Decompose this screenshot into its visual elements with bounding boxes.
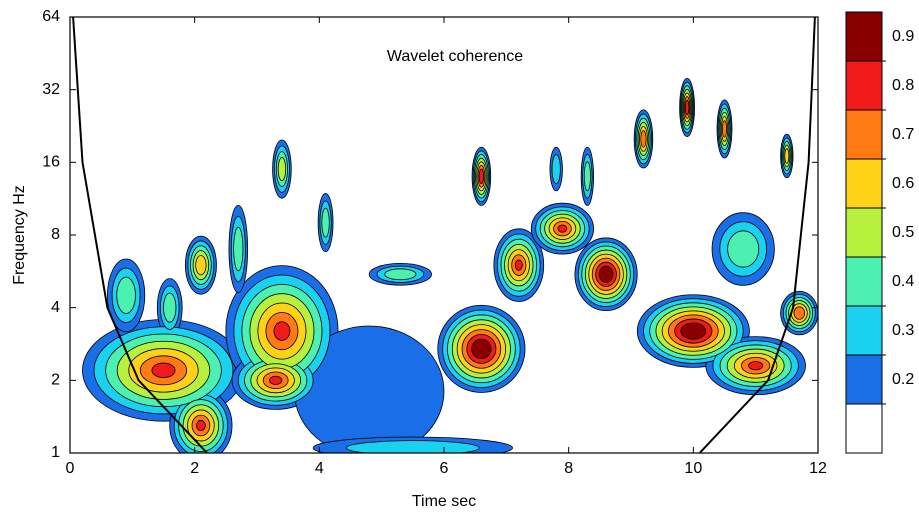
contour-band: [322, 208, 329, 237]
contour-band: [515, 260, 522, 270]
colorbar-band: [846, 61, 882, 110]
x-tick-label: 8: [564, 460, 573, 477]
contour-band: [274, 322, 290, 341]
contour-band: [794, 307, 805, 319]
y-axis-label: Frequency Hz: [11, 185, 28, 285]
contour-band: [584, 162, 590, 191]
x-tick-label: 6: [440, 460, 449, 477]
x-tick-label: 10: [684, 460, 702, 477]
contour-band: [641, 131, 646, 148]
contour-band: [681, 323, 706, 339]
contour-band: [479, 169, 484, 184]
colorbar-tick-label: 0.3: [892, 322, 914, 339]
contour-band: [196, 420, 205, 430]
y-tick-label: 8: [51, 226, 60, 243]
contour-band: [599, 266, 613, 282]
y-tick-label: 4: [51, 299, 60, 316]
colorbar-tick-label: 0.4: [892, 273, 914, 290]
contour-band: [558, 225, 567, 232]
contour-band: [278, 157, 285, 180]
colorbar-band: [846, 306, 882, 355]
contour-band: [117, 277, 136, 313]
colorbar-band: [846, 110, 882, 159]
colorbar-tick-label: 0.7: [892, 126, 914, 143]
contour-band: [269, 376, 281, 384]
x-tick-label: 4: [315, 460, 324, 477]
colorbar-band: [846, 159, 882, 208]
chart: Wavelet coherence Time sec Frequency Hz …: [0, 0, 919, 513]
colorbar-band: [846, 208, 882, 257]
contour-band: [785, 149, 789, 164]
colorbar-band: [846, 12, 882, 61]
chart-title: Wavelet coherence: [387, 48, 523, 65]
contour-band: [234, 227, 243, 271]
y-tick-label: 32: [42, 81, 60, 98]
contour-field: [73, 17, 818, 462]
contour-band: [164, 293, 176, 322]
contour-band: [385, 269, 416, 280]
x-tick-label: 2: [190, 460, 199, 477]
colorbar-band: [846, 404, 882, 453]
y-tick-label: 64: [42, 8, 60, 25]
x-axis-label: Time sec: [412, 493, 476, 510]
contour-band: [722, 121, 726, 138]
colorbar-tick-label: 0.8: [892, 77, 914, 94]
y-tick-label: 16: [42, 154, 60, 171]
contour-band: [196, 255, 206, 274]
x-tick-label: 0: [66, 460, 75, 477]
colorbar-band: [846, 355, 882, 404]
contour-band: [685, 100, 689, 115]
colorbar-tick-label: 0.6: [892, 175, 914, 192]
contour-band: [728, 231, 759, 267]
y-tick-label: 2: [51, 372, 60, 389]
contour-band: [152, 363, 175, 378]
colorbar-tick-label: 0.9: [892, 28, 914, 45]
contour-band: [749, 362, 763, 370]
colorbar-tick-label: 0.5: [892, 224, 914, 241]
page: {"chart_data": { "type": "contour", "tit…: [0, 0, 919, 513]
colorbar-band: [846, 257, 882, 306]
y-tick-label: 1: [51, 444, 60, 461]
x-tick-label: 12: [809, 460, 827, 477]
colorbar-tick-label: 0.2: [892, 371, 914, 388]
contour-band: [472, 339, 491, 358]
contour-band: [552, 155, 560, 184]
